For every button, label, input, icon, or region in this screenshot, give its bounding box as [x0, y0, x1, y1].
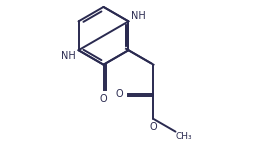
Text: CH₃: CH₃ — [176, 132, 192, 141]
Text: O: O — [116, 88, 123, 99]
Text: NH: NH — [61, 51, 76, 61]
Text: O: O — [100, 94, 107, 104]
Text: O: O — [150, 122, 157, 132]
Text: NH: NH — [131, 11, 146, 21]
